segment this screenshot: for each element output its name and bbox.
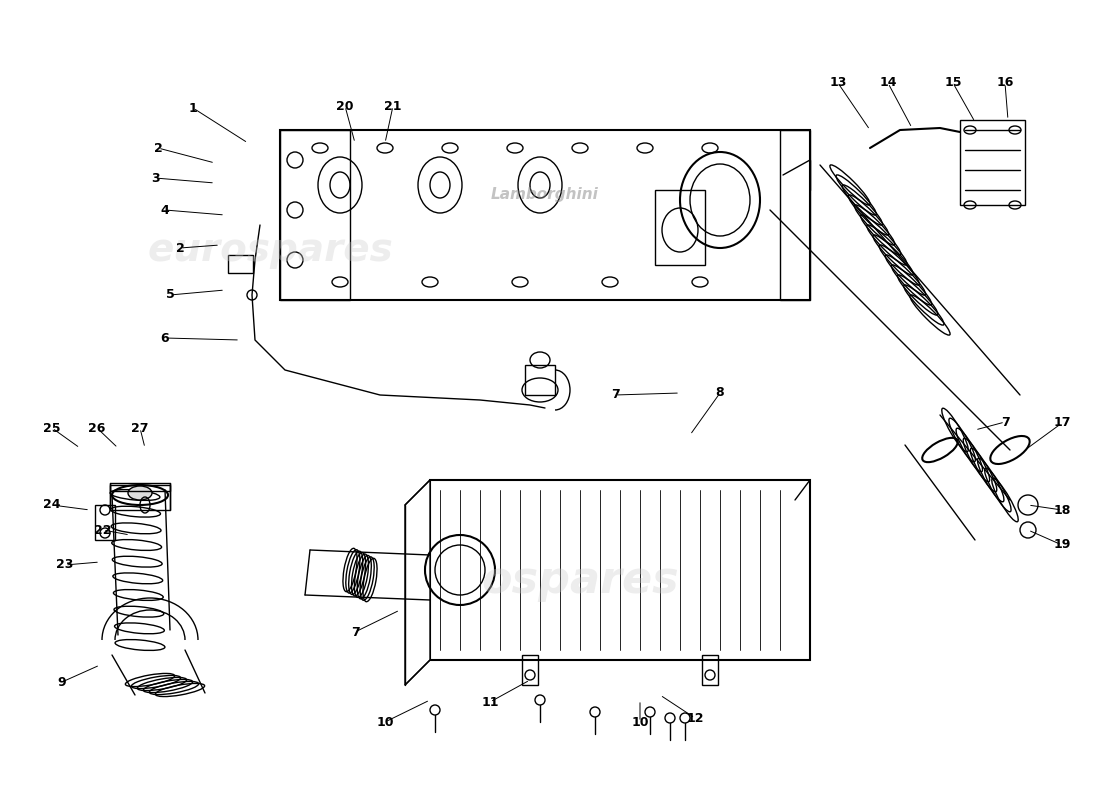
Bar: [780, 130, 810, 300]
Text: 2: 2: [176, 242, 185, 254]
Text: 4: 4: [161, 203, 169, 217]
Text: 11: 11: [482, 695, 498, 709]
Bar: [110, 483, 170, 491]
Text: 14: 14: [879, 77, 896, 90]
Bar: [280, 130, 350, 300]
Text: 7: 7: [1001, 415, 1010, 429]
Text: 10: 10: [631, 715, 649, 729]
Text: 20: 20: [337, 99, 354, 113]
Text: 8: 8: [716, 386, 724, 399]
Text: 24: 24: [43, 498, 60, 511]
Text: 27: 27: [131, 422, 149, 434]
Bar: [525, 365, 556, 395]
Text: 7: 7: [610, 389, 619, 402]
Text: 2: 2: [154, 142, 163, 154]
Text: 22: 22: [95, 523, 112, 537]
Ellipse shape: [128, 486, 152, 500]
Bar: [280, 130, 810, 300]
Text: 7: 7: [351, 626, 360, 638]
Bar: [228, 255, 253, 273]
Bar: [110, 485, 170, 510]
Text: 15: 15: [944, 77, 961, 90]
Text: eurospares: eurospares: [147, 231, 393, 269]
Text: 1: 1: [188, 102, 197, 114]
Text: 13: 13: [829, 77, 847, 90]
Bar: [960, 120, 1025, 205]
Text: 5: 5: [166, 289, 175, 302]
Text: 26: 26: [88, 422, 106, 434]
Text: 18: 18: [1054, 503, 1070, 517]
Text: 21: 21: [384, 99, 402, 113]
Text: 10: 10: [376, 715, 394, 729]
Text: 9: 9: [57, 675, 66, 689]
Bar: [654, 190, 705, 265]
Text: 25: 25: [43, 422, 60, 434]
Text: 19: 19: [1054, 538, 1070, 551]
Text: 12: 12: [686, 711, 704, 725]
Text: 23: 23: [56, 558, 74, 571]
Bar: [430, 480, 810, 660]
Text: 17: 17: [1054, 417, 1070, 430]
Text: Lamborghini: Lamborghini: [491, 187, 598, 202]
Text: 6: 6: [161, 331, 169, 345]
Bar: [702, 655, 718, 685]
Text: ospares: ospares: [481, 558, 679, 602]
Polygon shape: [405, 480, 430, 685]
Text: 16: 16: [997, 77, 1014, 90]
Text: 3: 3: [151, 171, 160, 185]
Bar: [522, 655, 538, 685]
Bar: [95, 505, 116, 540]
